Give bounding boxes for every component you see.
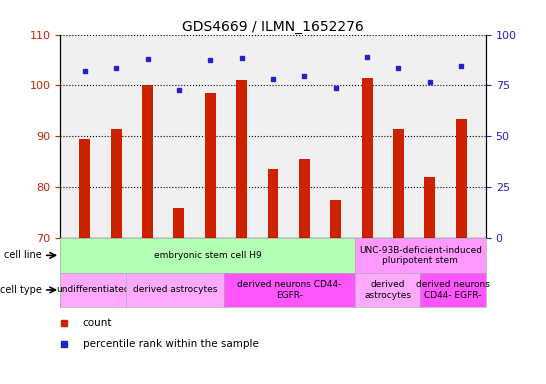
Text: derived
astrocytes: derived astrocytes: [364, 280, 411, 300]
Text: UNC-93B-deficient-induced
pluripotent stem: UNC-93B-deficient-induced pluripotent st…: [359, 246, 482, 265]
Bar: [455, 119, 467, 238]
Text: derived neurons CD44-
EGFR-: derived neurons CD44- EGFR-: [237, 280, 342, 300]
Bar: [111, 129, 122, 238]
Bar: [299, 159, 310, 238]
Bar: [361, 78, 372, 238]
Title: GDS4669 / ILMN_1652276: GDS4669 / ILMN_1652276: [182, 20, 364, 33]
Bar: [424, 177, 435, 238]
Bar: [236, 80, 247, 238]
Bar: [174, 207, 185, 238]
Bar: [205, 93, 216, 238]
Text: undifferentiated: undifferentiated: [56, 285, 129, 295]
Text: cell type: cell type: [0, 285, 42, 295]
Text: derived neurons
CD44- EGFR-: derived neurons CD44- EGFR-: [416, 280, 490, 300]
Bar: [393, 129, 404, 238]
Text: cell line: cell line: [4, 250, 42, 260]
Bar: [142, 86, 153, 238]
Bar: [268, 169, 278, 238]
Bar: [79, 139, 91, 238]
Bar: [330, 200, 341, 238]
Text: derived astrocytes: derived astrocytes: [133, 285, 217, 295]
Text: count: count: [83, 318, 112, 328]
Text: percentile rank within the sample: percentile rank within the sample: [83, 339, 259, 349]
Text: embryonic stem cell H9: embryonic stem cell H9: [153, 251, 262, 260]
